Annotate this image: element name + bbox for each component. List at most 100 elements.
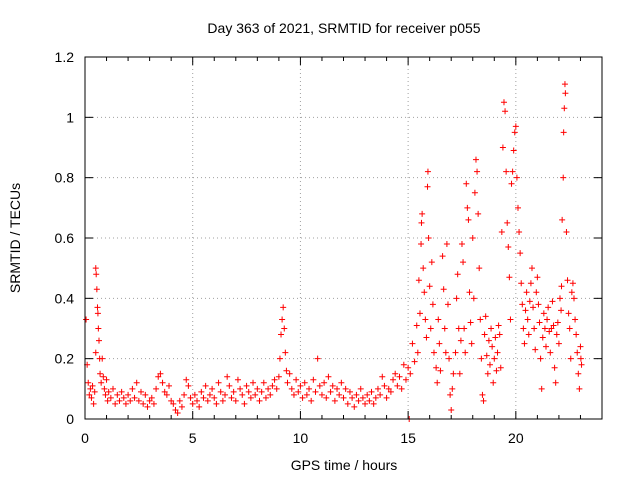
data-point [116,397,123,404]
data-point [224,373,231,380]
data-point [479,391,486,398]
data-point [470,295,477,302]
data-point [552,379,559,386]
data-point [97,370,104,377]
data-point [574,349,581,356]
data-point [211,394,218,401]
data-point [142,391,149,398]
data-point [379,373,386,380]
data-point [569,280,576,287]
y-tick-label: 0.4 [55,290,75,306]
data-point [483,352,490,359]
data-point [346,388,353,395]
data-point [534,274,541,281]
data-point [576,385,583,392]
data-point [104,397,111,404]
data-point [370,400,377,407]
data-point [508,180,515,187]
data-point [493,367,500,374]
data-point [86,391,93,398]
data-point [565,310,572,317]
data-point [282,349,289,356]
data-point [561,105,568,112]
data-point [558,307,565,314]
data-point [551,364,558,371]
data-point [524,316,531,323]
data-point [577,355,584,362]
data-point [200,394,207,401]
y-tick-label: 0.8 [55,170,75,186]
data-point [394,382,401,389]
data-point [146,397,153,404]
data-point [329,382,336,389]
data-point [105,388,112,395]
data-point [411,358,418,365]
data-point [466,289,473,296]
data-point [506,274,513,281]
data-point [327,388,334,395]
data-point [578,361,585,368]
data-point [96,337,103,344]
data-point [471,189,478,196]
data-point [306,385,313,392]
data-point [340,394,347,401]
data-point [92,349,99,356]
data-point [366,397,373,404]
data-point [381,382,388,389]
data-point [321,379,328,386]
data-point [159,379,166,386]
data-point [144,403,151,410]
data-point [349,394,356,401]
data-point [461,325,468,332]
axis-ticks: 0 5 10 15 20 0 0.2 0.4 0.6 0.8 1 1.2 [55,49,602,446]
data-point [276,355,283,362]
data-point [421,289,428,296]
data-point [420,265,427,272]
data-point [118,388,125,395]
data-point [191,391,198,398]
data-point [318,391,325,398]
data-point [133,379,140,386]
data-point [424,183,431,190]
data-point [260,379,267,386]
data-point [516,228,523,235]
data-point [477,316,484,323]
data-point [187,394,194,401]
data-point [429,301,436,308]
data-point [95,325,102,332]
data-point [91,388,98,395]
data-point [174,409,181,416]
data-point [222,391,229,398]
data-point [353,391,360,398]
data-point [497,364,504,371]
data-point [234,376,241,383]
data-point [495,322,502,329]
data-point [577,343,584,350]
x-tick-label: 0 [81,430,89,446]
data-point [400,361,407,368]
data-point [316,382,323,389]
data-point [204,397,211,404]
data-point [357,385,364,392]
data-point [442,349,449,356]
data-point [499,144,506,151]
data-point [463,180,470,187]
data-point [258,388,265,395]
data-point [485,337,492,344]
data-point [243,382,250,389]
x-tick-label: 15 [400,430,416,446]
data-point [453,295,460,302]
data-point [372,394,379,401]
data-point [490,379,497,386]
data-point [198,388,205,395]
data-point [419,210,426,217]
data-point [532,346,539,353]
data-point [114,391,121,398]
data-point [155,373,162,380]
data-point [498,228,505,235]
data-point [368,388,375,395]
data-point [278,331,285,338]
data-point [500,99,507,106]
data-point [434,379,441,386]
data-point [213,400,220,407]
